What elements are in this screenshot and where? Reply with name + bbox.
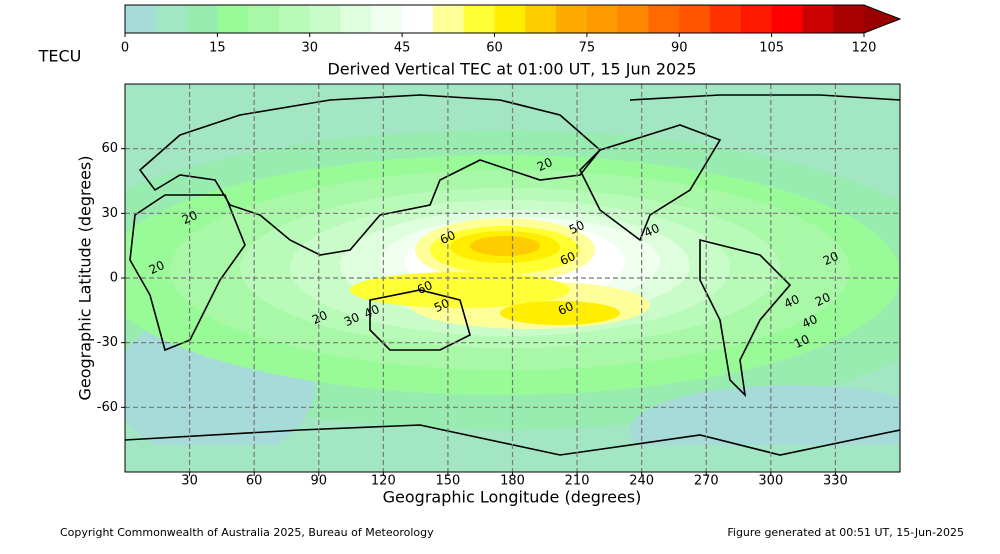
colorbar-tick-label: 105 [759, 41, 784, 56]
colorbar-tick-label: 75 [579, 41, 596, 56]
x-tick-label: 300 [758, 474, 783, 489]
contour-label: 50 [567, 218, 587, 237]
contour-label: 10 [792, 332, 812, 351]
contour-label: 20 [310, 308, 330, 327]
x-tick-label: 330 [823, 474, 848, 489]
colorbar-bin [248, 5, 280, 33]
contour-label: 60 [438, 228, 458, 247]
x-tick-label: 210 [565, 474, 590, 489]
colorbar-bin [402, 5, 434, 33]
copyright: Copyright Commonwealth of Australia 2025… [60, 526, 434, 539]
colorbar-bin [556, 5, 588, 33]
contour-label: 20 [147, 258, 167, 277]
colorbar-bin [494, 5, 526, 33]
contour-label: 60 [415, 278, 435, 297]
y-tick-label: 0 [110, 271, 118, 286]
x-tick-label: 180 [500, 474, 525, 489]
colorbar-bin [278, 5, 311, 33]
colorbar-tick-label: 120 [852, 41, 877, 56]
y-tick-label: 30 [101, 206, 118, 221]
contour-label: 60 [556, 299, 576, 318]
colorbar-bin [586, 5, 619, 33]
x-tick-label: 90 [310, 474, 327, 489]
colorbar-bin [217, 5, 249, 33]
contour-label: 60 [558, 249, 578, 268]
x-tick-label: 30 [181, 474, 198, 489]
y-tick-label: -60 [97, 400, 118, 415]
x-tick-label: 270 [694, 474, 719, 489]
colorbar-outline [124, 4, 902, 34]
colorbar-bin [771, 5, 803, 33]
colorbar-bin [432, 5, 465, 33]
colorbar-tick-label: 60 [486, 41, 503, 56]
colorbar-bin [833, 5, 865, 33]
colorbar-bin [710, 5, 742, 33]
colorbar-bin [740, 5, 773, 33]
contour-label: 50 [432, 296, 452, 315]
map-title: Derived Vertical TEC at 01:00 UT, 15 Jun… [327, 60, 696, 79]
colorbar-bin [155, 5, 188, 33]
colorbar-extend [864, 5, 900, 33]
colorbar-bin [309, 5, 342, 33]
contour-label: 20 [180, 208, 200, 227]
colorbar-bin [371, 5, 403, 33]
tec-field [125, 84, 900, 472]
x-tick-label: 60 [246, 474, 263, 489]
contour-label: 40 [800, 312, 820, 331]
colorbar-bin [463, 5, 495, 33]
colorbar-tick-label: 15 [209, 41, 226, 56]
contour-label: 40 [642, 221, 662, 240]
generated-note: Figure generated at 00:51 UT, 15-Jun-202… [727, 526, 964, 539]
colorbar: 0 15 30 45 60 75 90 105 120 [121, 4, 902, 56]
colorbar-tick-label: 30 [301, 41, 318, 56]
x-tick-label: 240 [629, 474, 654, 489]
y-axis-label: Geographic Latitude (degrees) [76, 155, 95, 400]
x-axis-label: Geographic Longitude (degrees) [383, 488, 642, 507]
colorbar-bin [802, 5, 834, 33]
contour-label: 20 [813, 290, 833, 309]
colorbar-tick-label: 0 [121, 41, 129, 56]
y-tick-label: -30 [97, 335, 118, 350]
unit-label: TECU [38, 47, 82, 66]
x-tick-label: 150 [436, 474, 461, 489]
contour-label: 40 [782, 292, 802, 311]
colorbar-bin [125, 5, 157, 33]
colorbar-bin [617, 5, 649, 33]
colorbar-tick-label: 90 [671, 41, 688, 56]
ticks: 30 60 90 120 150 180 210 240 270 300 330 -60 -30 0 30 6… [97, 141, 848, 488]
colorbar-bin [340, 5, 372, 33]
contour-label: 30 [342, 310, 362, 329]
contour-label: 40 [362, 302, 382, 321]
colorbar-bin [525, 5, 557, 33]
grid [125, 84, 900, 472]
contour-label: 20 [821, 249, 841, 268]
colorbar-bin [186, 5, 218, 33]
colorbar-bin [679, 5, 711, 33]
colorbar-tick-label: 45 [394, 41, 411, 56]
y-tick-label: 60 [101, 141, 118, 156]
x-tick-label: 120 [371, 474, 396, 489]
contour-label: 20 [535, 155, 555, 174]
colorbar-bin [648, 5, 680, 33]
